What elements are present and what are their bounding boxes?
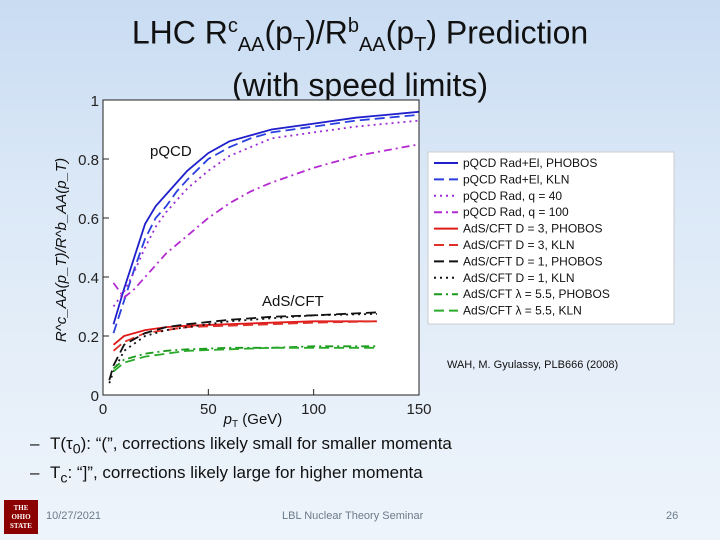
x-axis-label: pT (GeV) xyxy=(223,411,283,430)
legend-box xyxy=(427,151,675,325)
bullet-list: – T(τ0): “(”, corrections likely small fo… xyxy=(30,432,452,491)
title-line-2: (with speed limits) xyxy=(231,67,489,104)
y-tick-label: 0.2 xyxy=(78,329,99,346)
series-line-3 xyxy=(112,119,420,308)
series-line-8 xyxy=(108,313,377,384)
y-axis-label: R^c_AA(p_T)/R^b_AA(p_T) xyxy=(53,158,70,342)
y-axis-label-text: R^c_AA(p_T)/R^b_AA(p_T) xyxy=(53,158,70,342)
series-line-10 xyxy=(112,346,377,373)
bullet-2: – Tc: “]”, corrections likely large for h… xyxy=(30,463,423,487)
legend-entry: AdS/CFT D = 3, PHOBOS xyxy=(463,222,603,236)
pqcd-label: pQCD xyxy=(150,143,192,160)
legend-entry: pQCD Rad+El, KLN xyxy=(463,172,569,186)
legend-entry: AdS/CFT λ = 5.5, KLN xyxy=(463,304,582,318)
footer-page-number: 26 xyxy=(666,510,679,522)
bullet-1: – T(τ0): “(”, corrections likely small fo… xyxy=(30,434,452,458)
legend-entry: pQCD Rad+El, PHOBOS xyxy=(463,156,597,170)
series-line-1 xyxy=(112,110,420,325)
series-line-6 xyxy=(112,320,377,352)
y-tick-label: 0.4 xyxy=(78,270,99,287)
series-line-4 xyxy=(112,143,420,299)
legend-entry: AdS/CFT D = 3, KLN xyxy=(463,238,575,252)
citation: WAH, M. Gyulassy, PLB666 (2008) xyxy=(447,359,618,371)
y-tick-label: 0.8 xyxy=(78,152,99,169)
title-line-1: LHC RcAA(pT)/RbAA(pT) Prediction xyxy=(131,14,589,57)
legend: pQCD Rad+El, PHOBOS pQCD Rad+El, KLN pQCD … xyxy=(434,156,610,318)
series-line-2 xyxy=(112,113,420,334)
legend-entry: AdS/CFT λ = 5.5, PHOBOS xyxy=(463,287,610,301)
footer-date: 10/27/2021 xyxy=(46,510,102,522)
series-line-9 xyxy=(112,345,377,370)
footer-seminar: LBL Nuclear Theory Seminar xyxy=(282,510,424,522)
x-tick-label: 0 xyxy=(99,401,107,418)
legend-entry: AdS/CFT D = 1, KLN xyxy=(463,271,575,285)
y-tick-label: 1 xyxy=(91,93,99,110)
series-line-5 xyxy=(112,320,377,346)
university-logo: THE OHIO STATE xyxy=(4,500,38,534)
x-tick-label: 150 xyxy=(406,401,431,418)
plot-frame xyxy=(102,99,420,396)
chart: 0 0.2 0.4 0.6 0.8 1 0 50 100 150 pQCD AdS/CFT R^c… xyxy=(53,93,675,430)
x-tick-label: 50 xyxy=(200,401,217,418)
legend-entry: pQCD Rad, q = 40 xyxy=(463,189,562,203)
legend-entry: AdS/CFT D = 1, PHOBOS xyxy=(463,254,603,268)
y-tick-label: 0 xyxy=(91,388,99,405)
adscft-label: AdS/CFT xyxy=(262,293,324,310)
slide-title: LHC RcAA(pT)/RbAA(pT) Prediction (with s… xyxy=(0,6,720,105)
legend-entry: pQCD Rad, q = 100 xyxy=(463,205,569,219)
x-tick-label: 100 xyxy=(301,401,326,418)
y-tick-label: 0.6 xyxy=(78,211,99,228)
